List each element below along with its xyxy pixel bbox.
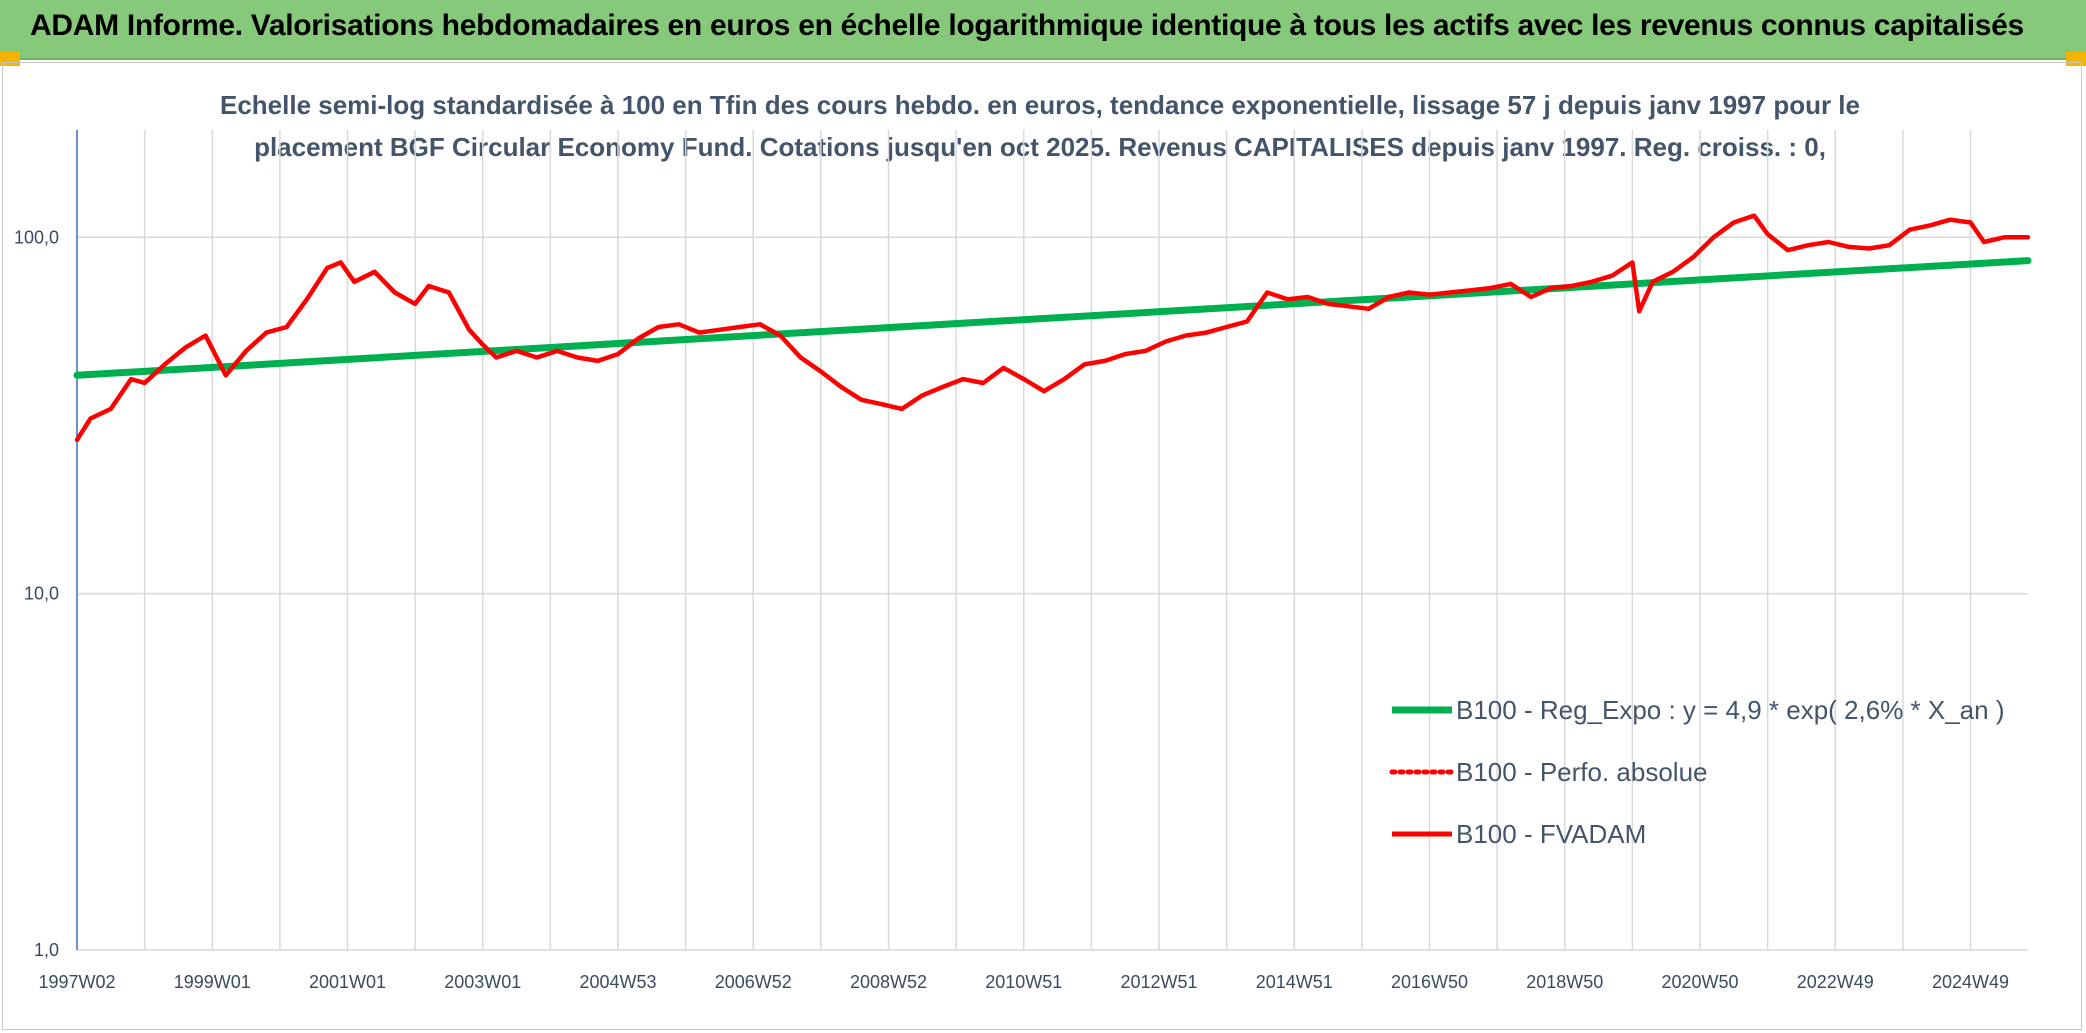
x-tick-label-2: 2001W01 bbox=[309, 972, 386, 992]
series-layer bbox=[73, 213, 2032, 443]
y-tick-label-0: 1,0 bbox=[34, 940, 59, 960]
chart-subtitle-line2: placement BGF Circular Economy Fund. Cot… bbox=[254, 132, 1826, 162]
x-tick-label-9: 2014W51 bbox=[1256, 972, 1333, 992]
x-tick-label-11: 2018W50 bbox=[1526, 972, 1603, 992]
x-tick-label-10: 2016W50 bbox=[1391, 972, 1468, 992]
y-axis-ticks: 1,0 10,0 100,0 bbox=[14, 227, 59, 960]
grid-lines bbox=[76, 130, 2028, 951]
legend-item-perfo-absolue: B100 - Perfo. absolue bbox=[1389, 757, 1708, 787]
x-tick-label-6: 2008W52 bbox=[850, 972, 927, 992]
y-tick-label-1: 10,0 bbox=[24, 584, 59, 604]
legend-item-fvadam: B100 - FVADAM bbox=[1392, 819, 1646, 849]
x-axis-ticks: 1997W02 1999W01 2001W01 2003W01 2004W53 2006W… bbox=[38, 972, 2009, 992]
series-fvadam-line bbox=[74, 213, 2031, 443]
x-tick-label-12: 2020W50 bbox=[1661, 972, 1738, 992]
legend-label: B100 - FVADAM bbox=[1456, 819, 1646, 849]
series-reg-expo-line bbox=[73, 257, 2032, 379]
x-tick-label-4: 2004W53 bbox=[579, 972, 656, 992]
x-tick-label-3: 2003W01 bbox=[444, 972, 521, 992]
x-tick-label-7: 2010W51 bbox=[985, 972, 1062, 992]
x-tick-label-1: 1999W01 bbox=[174, 972, 251, 992]
chart-subtitle-line1: Echelle semi-log standardisée à 100 en T… bbox=[219, 90, 1860, 120]
x-tick-label-8: 2012W51 bbox=[1120, 972, 1197, 992]
legend-label: B100 - Reg_Expo : y = 4,9 * exp( 2,6% * … bbox=[1456, 695, 2005, 725]
x-tick-label-14: 2024W49 bbox=[1932, 972, 2009, 992]
report-title: ADAM Informe. Valorisations hebdomadaire… bbox=[30, 9, 2024, 42]
legend: B100 - Reg_Expo : y = 4,9 * exp( 2,6% * … bbox=[1389, 695, 2005, 849]
legend-item-reg-expo: B100 - Reg_Expo : y = 4,9 * exp( 2,6% * … bbox=[1392, 695, 2005, 725]
x-tick-label-5: 2006W52 bbox=[715, 972, 792, 992]
report-banner: ADAM Informe. Valorisations hebdomadaire… bbox=[0, 0, 2086, 60]
x-tick-label-0: 1997W02 bbox=[38, 972, 115, 992]
y-tick-label-2: 100,0 bbox=[14, 227, 59, 247]
legend-label: B100 - Perfo. absolue bbox=[1456, 757, 1708, 787]
chart-frame bbox=[2, 62, 2082, 1030]
x-tick-label-13: 2022W49 bbox=[1797, 972, 1874, 992]
